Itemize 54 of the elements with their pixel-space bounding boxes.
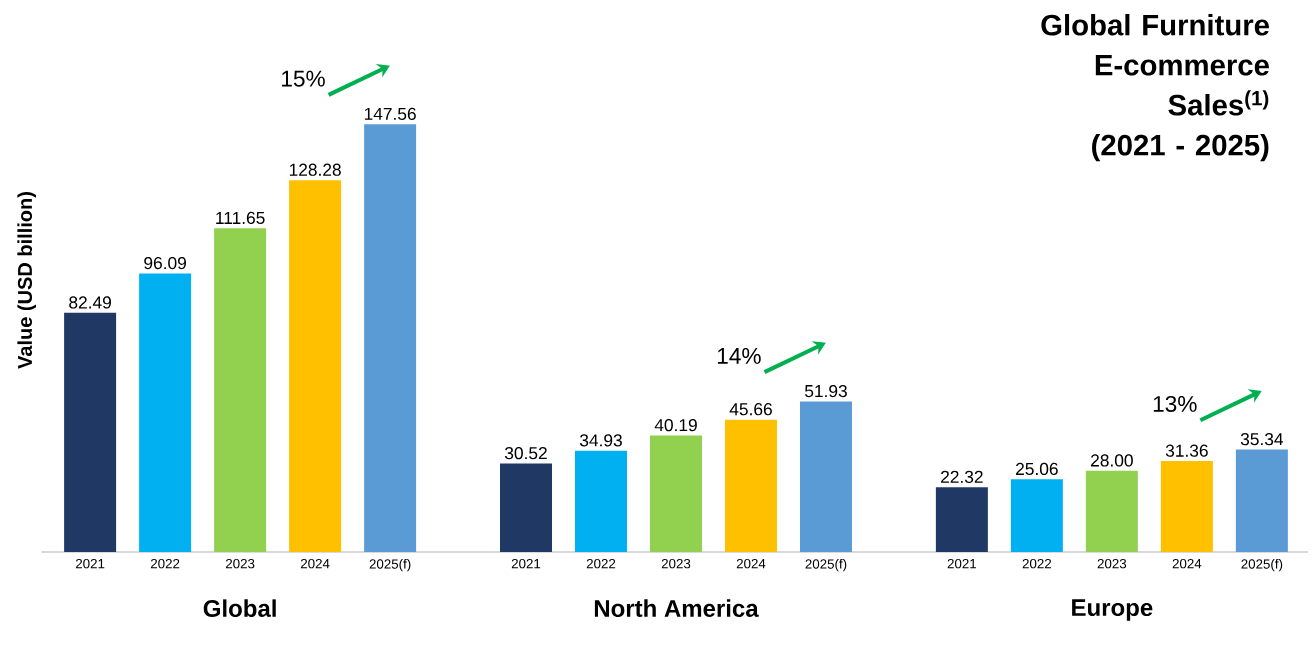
text: 15%	[282, 70, 325, 87]
annotation: 14%	[717, 348, 761, 364]
data-label: 31.36	[1165, 444, 1208, 457]
data-label: 28.00	[1091, 454, 1133, 467]
text: 2021	[511, 558, 541, 569]
bar	[364, 124, 417, 552]
data-label: 51.93	[804, 384, 847, 398]
data-label: 40.19	[654, 418, 697, 432]
data-label: 34.93	[579, 434, 622, 447]
text: 2025(f)	[805, 558, 847, 572]
chart-subtitle: (2021 - 2025)	[1092, 134, 1269, 162]
bar	[499, 463, 552, 552]
data-label: 128.28	[289, 163, 341, 176]
bar	[214, 228, 267, 552]
bar	[64, 312, 117, 552]
text: 2021	[947, 558, 977, 569]
series-label: 2023	[225, 558, 255, 569]
bar	[574, 450, 627, 552]
series-label: 2024	[300, 558, 330, 569]
text: 2023	[661, 558, 691, 569]
annotation: 13%	[1153, 395, 1197, 412]
data-label: 25.06	[1016, 462, 1058, 476]
data-label: 45.66	[729, 403, 772, 416]
series-label: 2025(f)	[369, 558, 411, 572]
data-label: 35.34	[1240, 433, 1284, 446]
chart-title: Global Furniture E-commerce Sales$^{(1)}$	[1041, 14, 1269, 116]
series-label: 2021	[75, 558, 105, 569]
data-label: 22.32	[941, 470, 983, 484]
series-label: 2022	[150, 558, 180, 569]
bar	[649, 435, 702, 552]
bar	[1010, 479, 1063, 552]
bar	[1235, 449, 1288, 552]
bar	[799, 401, 852, 552]
data-label: 147.56	[364, 107, 416, 120]
y-axis-title: Value (USD billion)	[17, 192, 36, 369]
text: 2022	[1022, 558, 1052, 569]
text: 2022	[586, 558, 616, 569]
text: 2024	[1172, 558, 1202, 569]
x-tick-label: North America	[594, 599, 759, 617]
text: 2025(f)	[1241, 558, 1283, 572]
bar	[289, 180, 342, 552]
x-tick-label: Global	[203, 599, 276, 617]
bar	[935, 487, 988, 552]
bar	[1160, 461, 1213, 552]
data-label: 96.09	[144, 256, 186, 270]
bar	[724, 419, 777, 552]
data-label: 30.52	[504, 446, 547, 460]
bar	[139, 273, 192, 552]
data-label: 111.65	[216, 211, 265, 225]
bar	[1085, 470, 1138, 552]
text: 2024	[736, 558, 766, 569]
text: 2023	[1097, 558, 1127, 569]
x-tick-label: Europe	[1072, 599, 1153, 621]
data-label: 82.49	[69, 296, 111, 309]
